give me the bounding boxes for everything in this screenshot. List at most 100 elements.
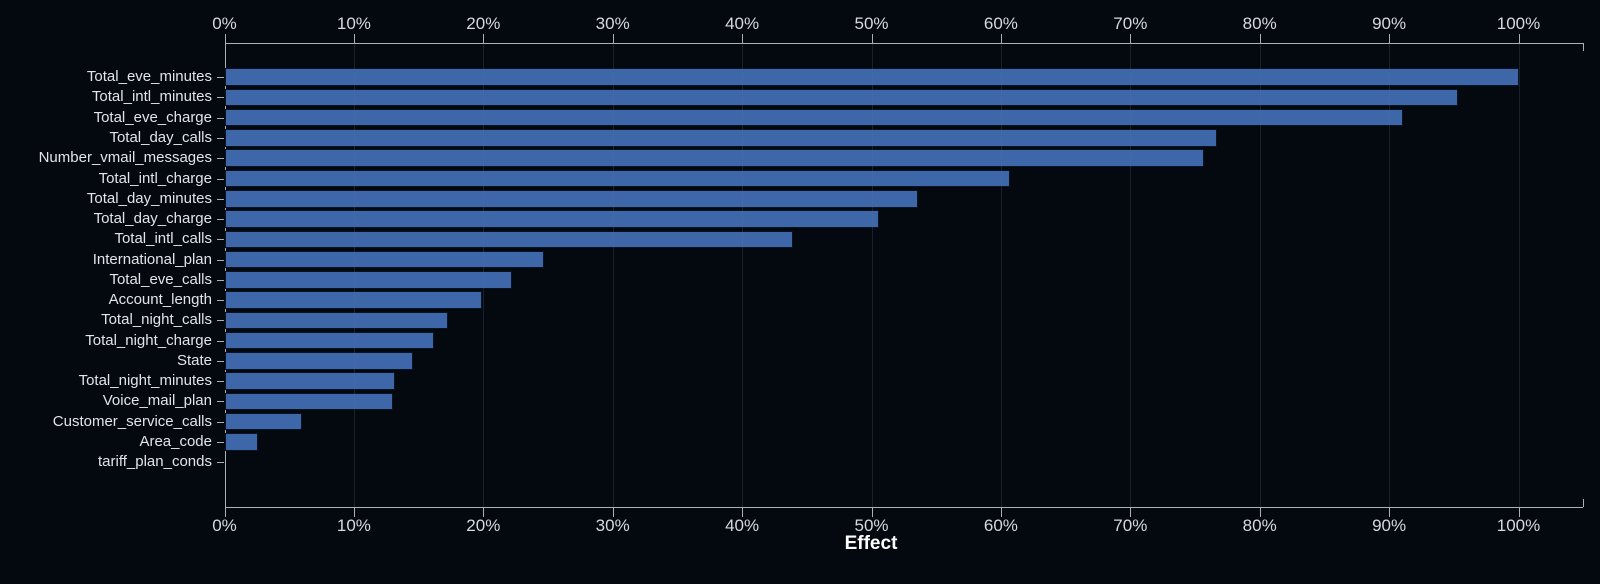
y-axis-tick [217,381,224,383]
bar [224,412,303,431]
bottom-axis-tick [1518,508,1520,517]
y-axis-tick [217,441,224,443]
y-axis-label: tariff_plan_conds [98,453,212,471]
bottom-axis-tick-label: 80% [1242,516,1277,535]
bottom-axis-tick-label: 90% [1372,516,1407,535]
top-axis-tick-label: 60% [983,14,1018,33]
bar [224,291,482,309]
y-axis-tick [217,401,224,403]
top-axis-tick-label: 10% [336,14,371,33]
y-axis-label: Total_day_calls [109,128,212,146]
bottom-axis-tick [1389,508,1391,517]
top-axis-tick-label: 70% [1113,14,1148,33]
bottom-axis-line [224,507,1583,508]
bottom-axis-tick [224,508,226,517]
bar [224,352,414,370]
y-axis-label: State [176,351,212,369]
y-axis-label: Total_intl_calls [114,230,212,248]
top-axis-tick [1259,34,1261,43]
y-axis-tick [217,340,224,342]
top-axis-tick-label: 50% [854,14,889,33]
y-axis-tick [217,320,224,322]
y-axis-label: Total_day_charge [93,210,212,228]
bottom-axis-tick-label: 100% [1496,516,1541,535]
bar [224,210,880,228]
y-axis-label: Total_eve_minutes [86,68,212,86]
y-axis-label: Total_night_minutes [78,372,212,390]
top-axis-tick-label: 40% [725,14,760,33]
top-axis-tick [612,34,614,43]
top-axis-tick-label: 20% [466,14,501,33]
y-axis-label: Total_eve_charge [93,108,212,126]
bar [224,129,1217,147]
top-axis-tick [1389,34,1391,43]
top-axis-tick-label: 90% [1372,14,1407,33]
bar [224,433,259,451]
bar [224,392,393,411]
bottom-axis-tick-label: 0% [212,516,237,535]
y-axis-tick [217,117,224,119]
top-axis-tick [1130,34,1132,43]
bottom-axis-tick-label: 20% [466,516,501,535]
y-axis-tick [217,137,224,139]
top-axis-tick [742,34,744,43]
bottom-axis-tick [612,508,614,517]
bottom-axis-tick [1000,508,1002,517]
y-axis-tick [217,198,224,200]
y-axis-label: Total_intl_charge [98,169,212,187]
bottom-axis-tick-label: 70% [1113,516,1148,535]
y-axis-label: Total_night_charge [85,331,212,349]
bottom-axis-end-cap [1582,499,1584,507]
y-axis-label: Account_length [108,291,212,309]
bottom-axis-tick-label: 60% [983,516,1018,535]
top-axis-tick-label: 0% [212,14,237,33]
y-axis-label: Number_vmail_messages [38,149,212,167]
bar [224,271,512,289]
gridline [1518,44,1520,507]
bar [224,108,1404,127]
bottom-axis-tick [742,508,744,517]
top-axis-line [224,43,1583,44]
bottom-axis-tick-label: 10% [336,516,371,535]
top-axis-tick [871,34,873,43]
bar [224,230,793,249]
top-axis-tick-label: 100% [1496,14,1541,33]
bottom-axis-tick [1130,508,1132,517]
y-axis-label: Total_eve_calls [109,270,212,288]
bottom-axis-tick-label: 50% [854,516,889,535]
bar [224,331,435,350]
y-axis-tick [217,421,224,423]
y-axis-label: Total_night_calls [101,311,212,329]
bottom-axis-tick [1259,508,1261,517]
y-axis-tick [217,259,224,261]
y-axis-tick [217,158,224,160]
y-axis-tick [217,219,224,221]
bottom-axis-tick [353,508,355,517]
top-axis-end-cap [1582,43,1584,51]
y-axis-tick [217,178,224,180]
bar [224,250,545,269]
y-axis-label: Voice_mail_plan [102,392,212,410]
y-axis-tick [217,279,224,281]
bar [224,190,919,208]
y-axis-label: Customer_service_calls [52,412,212,430]
bar [224,88,1458,107]
x-axis-title: Effect [844,533,898,554]
y-axis-tick [217,300,224,302]
y-axis-label: International_plan [92,250,212,268]
bar [224,68,1519,86]
bar [224,311,449,330]
y-axis-label: Area_code [139,432,212,450]
y-axis-tick [217,97,224,99]
y-axis-label: Total_day_minutes [86,189,212,207]
top-axis-tick [1000,34,1002,43]
y-axis-tick [217,360,224,362]
bar [224,372,396,390]
bottom-axis-tick [871,508,873,517]
y-axis-tick [217,77,224,79]
bar [224,149,1205,167]
top-axis-tick-label: 80% [1242,14,1277,33]
bottom-axis-tick-label: 30% [595,516,630,535]
top-axis-tick [224,34,226,43]
